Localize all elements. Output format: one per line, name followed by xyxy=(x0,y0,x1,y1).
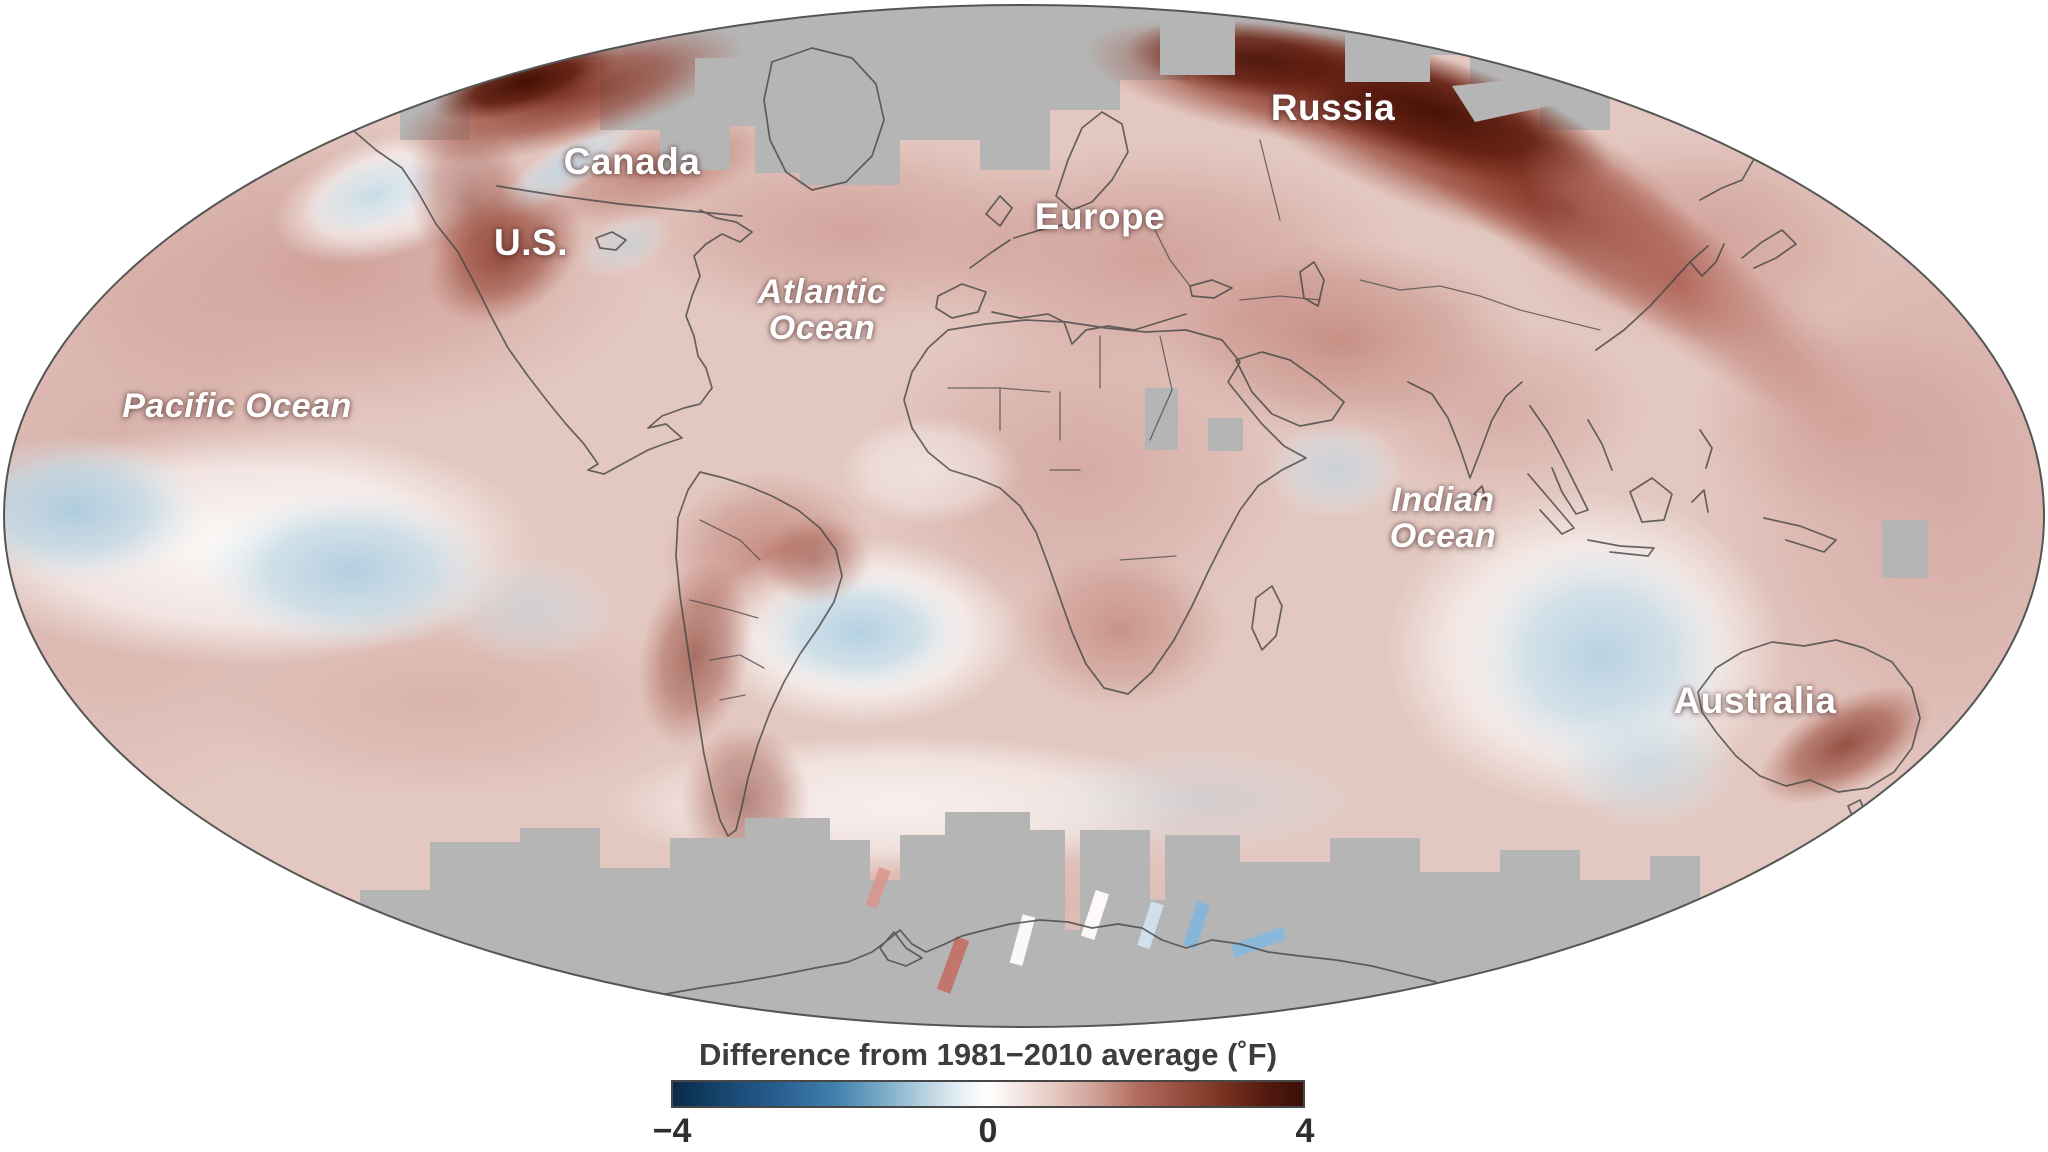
label-indian-ocean: Indian Ocean xyxy=(1389,481,1497,555)
colorbar-tick-neg4: −4 xyxy=(652,1112,692,1150)
antarctica-coastline xyxy=(619,919,1437,1006)
label-europe: Europe xyxy=(1034,196,1166,237)
globe-interior xyxy=(4,5,2044,1027)
label-canada: Canada xyxy=(563,141,701,182)
label-russia: Russia xyxy=(1270,87,1396,128)
globe-outline xyxy=(3,4,2045,1028)
label-atlantic-ocean: Atlantic Ocean xyxy=(757,273,887,347)
colorbar-tick-4: 4 xyxy=(1295,1112,1315,1150)
pacific-no-data-cell xyxy=(1882,520,1928,578)
colorbar-gradient xyxy=(671,1080,1305,1108)
sudan-no-data-2 xyxy=(1208,418,1243,451)
antarctic-anomaly-streaks xyxy=(865,867,1287,994)
sudan-no-data-1 xyxy=(1145,388,1178,450)
label-us: U.S. xyxy=(494,222,568,263)
label-pacific-ocean: Pacific Ocean xyxy=(122,387,352,425)
label-australia: Australia xyxy=(1673,680,1837,721)
no-data-cells xyxy=(695,12,1928,578)
colorbar-tick-0: 0 xyxy=(978,1112,998,1150)
colorbar-title: Difference from 1981−2010 average (˚F) xyxy=(698,1037,1278,1072)
